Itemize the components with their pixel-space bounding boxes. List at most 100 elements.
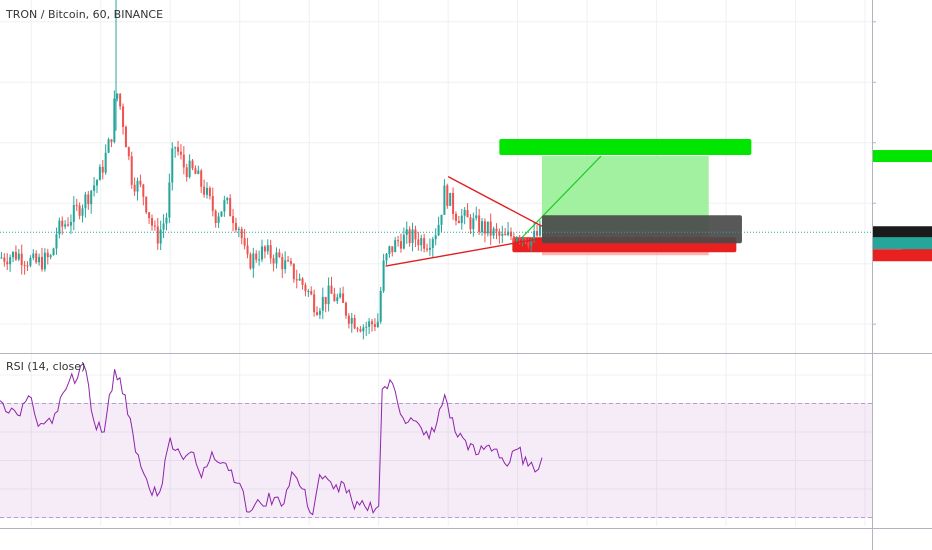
candle-body (95, 180, 98, 186)
candle-body (84, 194, 87, 209)
candle-body (388, 246, 391, 254)
candle-body (359, 329, 362, 332)
candle-body (113, 98, 116, 142)
candle-body (443, 185, 446, 215)
candle-body (124, 126, 127, 148)
candle-body (536, 231, 539, 236)
candle-body (211, 196, 214, 211)
candle-body (52, 248, 55, 256)
candle-body (188, 160, 191, 178)
candle-body (304, 284, 307, 292)
candle-body (205, 187, 209, 195)
candle-body (150, 218, 154, 226)
stop-price-badge-box (873, 249, 932, 262)
candle-body (339, 293, 342, 298)
candle-body (35, 253, 38, 263)
candle-body (14, 251, 17, 260)
candle-body (481, 221, 484, 233)
candle-body (373, 324, 376, 327)
candle-body (159, 229, 162, 244)
candle-body (249, 254, 252, 269)
candle-body (20, 253, 23, 266)
triangle-lower-line (385, 237, 543, 267)
candle-body (371, 321, 374, 325)
candle-body (495, 228, 498, 232)
candle-body (440, 214, 443, 225)
candle-body (434, 235, 437, 240)
candle-body (318, 310, 321, 315)
rsi-pane (0, 362, 872, 518)
candle-body (301, 278, 304, 285)
candle-body (498, 231, 501, 236)
candle-body (524, 237, 527, 243)
candle-body (365, 326, 368, 328)
candle-body (226, 197, 229, 201)
candle-body (75, 205, 78, 207)
candle-body (87, 194, 90, 205)
candle-body (452, 192, 455, 214)
candle-body (43, 252, 46, 270)
candle-body (420, 238, 423, 246)
candle-body (382, 260, 385, 291)
rsi-band (0, 403, 872, 518)
candle-body (408, 229, 411, 243)
candle-body (177, 147, 180, 152)
candle-body (64, 224, 67, 227)
candle-body (287, 260, 290, 262)
candle-body (538, 225, 541, 236)
candle-body (437, 224, 440, 236)
candle-body (269, 245, 272, 259)
candle-body (168, 182, 171, 218)
candle-body (356, 328, 359, 330)
candle-body (12, 251, 15, 258)
candle-body (507, 231, 510, 236)
candle-body (38, 256, 41, 263)
candle-body (61, 220, 64, 227)
candle-body (376, 321, 379, 327)
candle-body (258, 259, 261, 261)
candle-body (26, 265, 29, 267)
candle-body (518, 237, 521, 240)
candle-body (130, 156, 133, 185)
candle-body (469, 217, 472, 230)
candle-body (93, 185, 96, 191)
candle-body (344, 302, 347, 316)
candle-body (156, 226, 159, 244)
candle-body (72, 205, 75, 222)
candle-body (292, 263, 295, 280)
candle-body (104, 152, 107, 173)
candle-body (194, 168, 197, 174)
candle-body (298, 278, 301, 281)
candle-body (9, 257, 12, 265)
candle-body (362, 327, 365, 332)
candle-body (333, 293, 336, 302)
candle-body (107, 139, 110, 153)
target-label-box (499, 139, 752, 156)
candle-body (119, 93, 122, 107)
candle-body (139, 180, 142, 185)
candle-body (397, 240, 400, 242)
candle-body (414, 229, 417, 240)
candle-body (133, 184, 136, 192)
candle-body (405, 229, 408, 235)
candle-body (260, 246, 264, 260)
candle-body (182, 154, 185, 168)
candle-body (399, 241, 402, 249)
candle-body (203, 186, 206, 195)
candle-body (307, 291, 310, 293)
candle-body (460, 215, 463, 224)
candle-body (275, 252, 278, 264)
candle-body (237, 228, 240, 230)
candle-body (110, 139, 113, 142)
candle-body (463, 210, 466, 216)
candle-body (232, 216, 235, 224)
long-position-tool[interactable] (499, 139, 752, 256)
candle-body (142, 184, 145, 197)
triangle-upper-line (447, 175, 543, 227)
candle-body (330, 285, 333, 294)
candle-body (431, 239, 434, 248)
candle-body (78, 205, 81, 216)
